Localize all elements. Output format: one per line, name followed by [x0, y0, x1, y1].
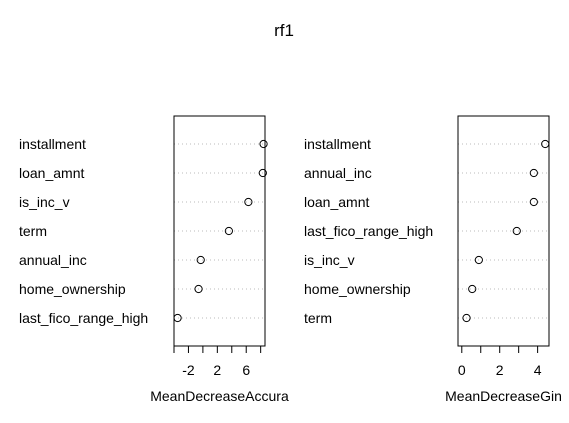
category-label: last_fico_range_high — [19, 310, 148, 326]
category-label: is_inc_v — [19, 194, 70, 210]
category-label: home_ownership — [19, 281, 126, 297]
data-point — [196, 255, 205, 265]
category-label: installment — [304, 136, 371, 152]
gini-importance-panel: installment annual_inc loan_amnt last_fico_… — [304, 115, 562, 404]
category-label: annual_inc — [19, 252, 87, 268]
category-label: installment — [19, 136, 86, 152]
figure-title: rf1 — [274, 21, 294, 40]
category-label: loan_amnt — [19, 165, 84, 181]
data-point — [194, 284, 203, 294]
data-point — [244, 197, 253, 207]
category-label: last_fico_range_high — [304, 223, 433, 239]
category-label: loan_amnt — [304, 194, 369, 210]
data-point — [512, 226, 521, 236]
data-point — [529, 168, 538, 178]
x-axis-label: MeanDecreaseAccura — [150, 388, 289, 404]
plot-frame — [457, 115, 550, 347]
x-tick-label: 0 — [458, 362, 466, 378]
x-tick-label: 4 — [534, 362, 542, 378]
data-point — [224, 226, 233, 236]
category-label: home_ownership — [304, 281, 411, 297]
data-point — [258, 168, 267, 178]
data-point — [173, 313, 182, 323]
category-label: is_inc_v — [304, 252, 355, 268]
data-point — [468, 284, 477, 294]
plot-frame — [173, 115, 266, 347]
x-axis-label: MeanDecreaseGin — [445, 388, 562, 404]
x-tick-label: 2 — [496, 362, 504, 378]
category-label: term — [19, 223, 47, 239]
data-point — [259, 139, 268, 149]
category-label: term — [304, 310, 332, 326]
x-tick-label: 6 — [242, 362, 250, 378]
x-tick-label: 2 — [213, 362, 221, 378]
category-label: annual_inc — [304, 165, 372, 181]
data-point — [462, 313, 471, 323]
data-point — [474, 255, 483, 265]
data-point — [529, 197, 538, 207]
x-tick-label: -2 — [182, 362, 195, 378]
